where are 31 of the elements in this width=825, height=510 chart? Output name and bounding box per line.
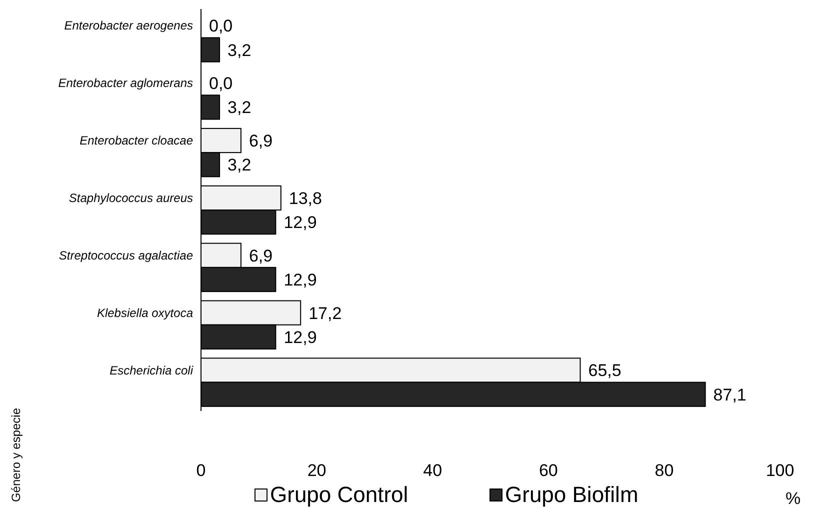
y-tick-label: Enterobacter aglomerans bbox=[58, 76, 193, 90]
data-label: 65,5 bbox=[588, 361, 622, 380]
x-tick-label: 80 bbox=[654, 461, 674, 480]
x-tick-label: 0 bbox=[196, 461, 206, 480]
data-label: 3,2 bbox=[228, 156, 252, 175]
data-label: 13,8 bbox=[288, 188, 322, 208]
data-label: 0,0 bbox=[209, 74, 233, 94]
data-label: 6,9 bbox=[248, 132, 273, 151]
legend-label: Grupo Control bbox=[270, 482, 408, 507]
y-axis-title: Género y especie bbox=[9, 408, 23, 502]
y-tick-label: Enterobacter aerogenes bbox=[64, 18, 193, 33]
data-label: 0,0 bbox=[209, 16, 233, 36]
x-tick-label: 60 bbox=[538, 461, 558, 480]
data-label: 17,2 bbox=[308, 304, 342, 323]
x-tick-label: 20 bbox=[307, 461, 326, 480]
y-tick-label: Staphylococcus aureus bbox=[68, 191, 193, 205]
data-label: 12,9 bbox=[284, 328, 317, 347]
data-label: 12,9 bbox=[284, 270, 317, 290]
data-label: 12,9 bbox=[284, 213, 317, 232]
data-label: 3,2 bbox=[228, 40, 252, 60]
x-tick-label: 100 bbox=[766, 461, 794, 480]
data-label: 3,2 bbox=[228, 98, 252, 118]
x-axis-title: % bbox=[785, 489, 801, 508]
y-tick-label: Escherichia coli bbox=[110, 363, 194, 378]
data-label: 6,9 bbox=[248, 246, 273, 266]
y-tick-label: Klebsiella oxytoca bbox=[96, 306, 194, 320]
y-tick-label: Enterobacter cloacae bbox=[80, 134, 194, 148]
x-tick-label: 40 bbox=[423, 461, 442, 480]
legend-label: Grupo Biofilm bbox=[505, 482, 638, 507]
y-tick-label: Streptococcus agalactiae bbox=[58, 248, 194, 262]
data-label: 87,1 bbox=[713, 385, 746, 404]
